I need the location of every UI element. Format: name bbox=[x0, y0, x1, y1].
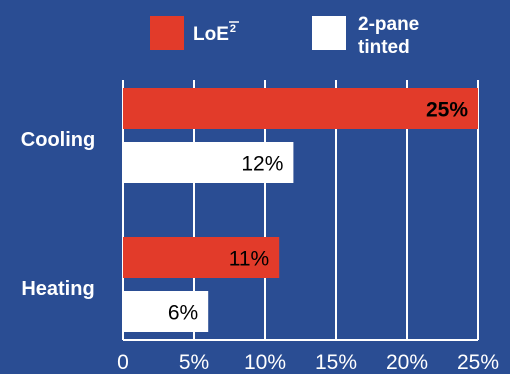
legend-label-tinted-line2: tinted bbox=[358, 37, 410, 58]
tick-label-5: 5% bbox=[179, 351, 209, 374]
bars bbox=[123, 88, 478, 332]
bar-heating-tinted bbox=[123, 291, 209, 332]
bar-heating-loe bbox=[123, 237, 280, 278]
legend-swatch-tinted bbox=[312, 16, 346, 50]
tick-label-15: 15% bbox=[315, 351, 357, 374]
legend-label-tinted-line1: 2-pane bbox=[358, 14, 419, 35]
data-label-heating-tinted: 6% bbox=[168, 302, 198, 325]
tick-label-20: 20% bbox=[386, 351, 428, 374]
legend-swatch-loe bbox=[150, 16, 184, 50]
x-axis-ticks: 0 5% 10% 15% 20% 25% bbox=[117, 351, 499, 374]
legend-label-loe: LoE2 bbox=[193, 23, 236, 45]
data-label-cooling-tinted: 12% bbox=[241, 153, 283, 176]
bar-cooling-loe bbox=[123, 88, 478, 129]
tick-label-10: 10% bbox=[244, 351, 286, 374]
category-label-cooling: Cooling bbox=[21, 129, 95, 151]
tick-label-25: 25% bbox=[457, 351, 499, 374]
data-label-cooling-loe: 25% bbox=[426, 99, 468, 122]
bar-cooling-tinted bbox=[123, 142, 294, 183]
data-labels: 25% 12% 11% 6% bbox=[168, 99, 468, 325]
tick-label-0: 0 bbox=[117, 351, 129, 374]
data-label-heating-loe: 11% bbox=[229, 248, 269, 271]
legend: LoE2 2-pane tinted bbox=[150, 14, 419, 58]
category-label-heating: Heating bbox=[21, 278, 94, 300]
category-labels: Cooling Heating bbox=[21, 129, 95, 300]
